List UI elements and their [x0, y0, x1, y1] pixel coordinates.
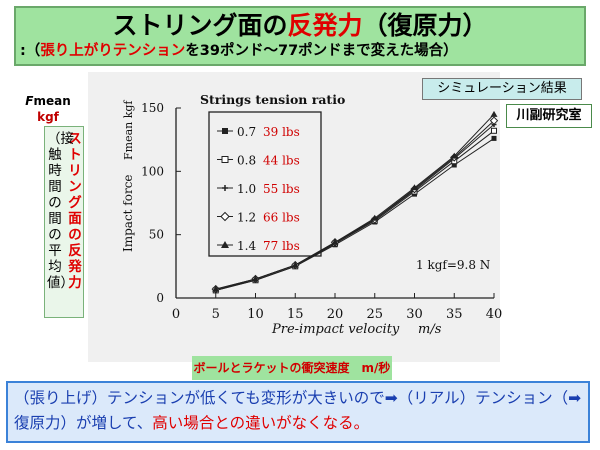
data-point: [222, 128, 228, 134]
y-caption-unit: kgf: [37, 110, 59, 124]
y-axis-label: Impact force: [121, 174, 135, 252]
title-text-2: 反発力: [287, 11, 363, 40]
data-point: [220, 211, 230, 222]
x-tick-label: 20: [327, 307, 344, 322]
data-point: [212, 285, 220, 292]
vertical-caption-sub: （接触時間の間の平均値）: [47, 131, 74, 291]
data-point: [252, 275, 259, 282]
subtitle-text-1: :（: [20, 43, 41, 59]
legend-ratio: 0.7: [237, 125, 256, 139]
legend-ratio: 1.2: [237, 211, 256, 225]
legend-box: [208, 111, 322, 257]
subtitle-text-3: を39ポンド～77ポンドまで変えた場合）: [185, 43, 458, 59]
y-tick-label: 100: [141, 164, 164, 178]
legend-lbs: 39 lbs: [263, 125, 300, 139]
x-tick-label: 30: [406, 307, 423, 322]
x-tick-label: 35: [446, 307, 463, 322]
data-point: [450, 152, 458, 159]
y-caption-fmean: Fmean: [18, 94, 78, 108]
data-point: [451, 162, 457, 168]
legend-ratio: 0.8: [237, 154, 256, 168]
vertical-caption-main: ストリング面の反発力: [68, 131, 82, 291]
y-tick-label: 50: [149, 228, 164, 242]
data-point: [291, 261, 299, 268]
page-title: ストリング面の反発力（復原力）: [16, 11, 584, 40]
lab-name-badge: 川副研究室: [506, 104, 592, 128]
data-point: [411, 184, 418, 191]
x-axis-label: Pre-impact velocity: [271, 322, 400, 337]
note-text-2: 変形が大きいので➡（リアル）テンション（➡復原力）が増して、: [14, 389, 582, 432]
x-tick-label: 10: [247, 307, 264, 322]
data-point: [221, 241, 229, 248]
data-point: [221, 156, 229, 163]
x-tick-label: 5: [212, 307, 220, 322]
data-point: [489, 116, 499, 125]
note-text-3: 高い場合との違いがなくなる。: [152, 414, 370, 432]
note-text-1: （張り上げ）テンションが低くても: [14, 389, 261, 407]
legend-ratio: 1.4: [237, 239, 256, 253]
legend-lbs: 55 lbs: [263, 182, 300, 196]
title-text-3: （復原力）: [362, 11, 488, 40]
title-text-1: ストリング面の: [112, 11, 288, 40]
conclusion-note: （張り上げ）テンションが低くても変形が大きいので➡（リアル）テンション（➡復原力…: [6, 381, 590, 443]
x-tick-label: 0: [172, 307, 180, 322]
data-point: [491, 135, 497, 141]
title-banner: ストリング面の反発力（復原力） :（張り上がりテンションを39ポンド～77ポンド…: [14, 6, 586, 66]
legend-lbs: 44 lbs: [263, 154, 300, 168]
data-point: [490, 110, 498, 117]
chart-annotation: 1 kgf=9.8 N: [416, 258, 490, 272]
chart-title: Strings tension ratio: [200, 92, 345, 107]
data-point: [371, 214, 379, 221]
y-tick-label: 0: [156, 291, 164, 305]
legend-lbs: 66 lbs: [263, 211, 300, 225]
x-caption-japanese: ボールとラケットの衝突速度 m/秒: [192, 356, 392, 380]
data-point: [491, 127, 497, 134]
fmean-prefix: F: [25, 94, 34, 108]
vertical-caption-box: ストリング面の反発力 （接触時間の間の平均値）: [44, 126, 84, 318]
x-tick-label: 40: [486, 307, 503, 322]
simulation-result-badge: シミュレーション結果: [422, 78, 582, 100]
data-point: [222, 185, 228, 191]
x-tick-label: 15: [287, 307, 304, 322]
legend-ratio: 1.0: [237, 182, 256, 196]
subtitle-text-2: 張り上がりテンション: [40, 43, 186, 59]
series-line: [215, 130, 495, 291]
fmean-text: mean: [33, 94, 71, 108]
x-tick-label: 25: [366, 307, 383, 322]
x-axis-unit: m/s: [418, 322, 442, 337]
series-line: [215, 113, 495, 290]
data-point: [331, 238, 339, 245]
legend-lbs: 77 lbs: [263, 239, 300, 253]
y-tick-label: 150: [141, 101, 164, 115]
page-subtitle: :（張り上がりテンションを39ポンド～77ポンドまで変えた場合）: [20, 42, 458, 60]
y-axis-unit: Fmean kgf: [122, 100, 135, 160]
